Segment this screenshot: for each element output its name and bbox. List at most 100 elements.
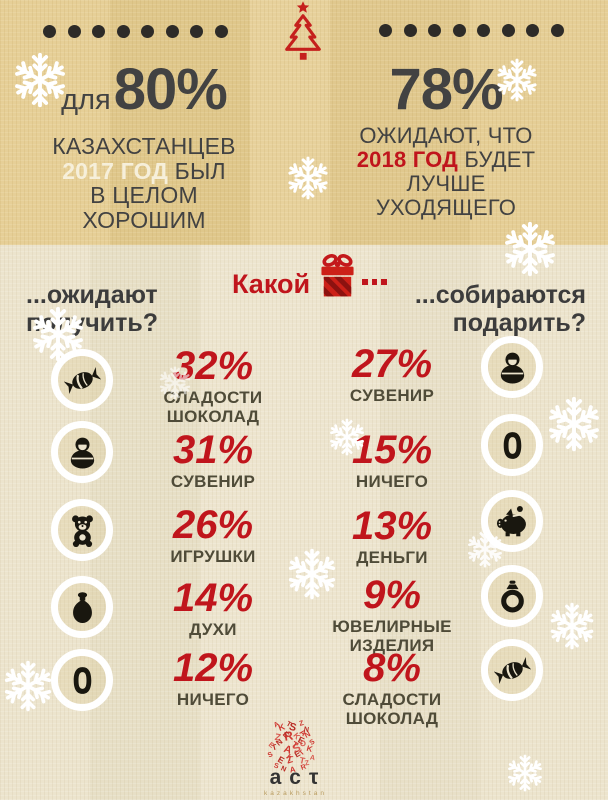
piggy-bank-icon-circle xyxy=(481,490,543,552)
zero-icon-circle xyxy=(51,649,113,711)
dot xyxy=(214,25,228,38)
svg-text:K: K xyxy=(291,731,302,741)
snowflake-icon xyxy=(547,396,601,452)
svg-text:S: S xyxy=(273,762,280,770)
piggy-bank-icon xyxy=(496,505,526,536)
zero-icon-circle xyxy=(481,414,543,476)
item-label: НИЧЕГО xyxy=(176,690,250,709)
stat-2017-value: 80% xyxy=(113,57,228,122)
item-label: СЛАДОСТИ xyxy=(163,388,263,407)
item-label: СУВЕНИР xyxy=(170,472,256,491)
receive-item-2: 31% СУВЕНИР xyxy=(118,428,308,491)
svg-text:A: A xyxy=(273,721,281,730)
act-logo-ball: K S A Z R E N T A S K E Z T A N R A S T … xyxy=(267,720,317,775)
perfume-bottle-icon xyxy=(72,591,92,623)
item-percent: 14% xyxy=(172,576,254,620)
receive-item-1: 32% СЛАДОСТИ ШОКОЛАД xyxy=(118,344,308,426)
item-label: СУВЕНИР xyxy=(349,386,435,405)
svg-text:S: S xyxy=(267,751,274,759)
act-logo-subtext: kazakhstan xyxy=(264,790,327,797)
dot xyxy=(67,25,81,38)
svg-text:A: A xyxy=(282,743,294,757)
stat-2018-line-rest: БУДЕТ xyxy=(464,147,536,172)
svg-text:T: T xyxy=(285,721,293,730)
question-word: Какой xyxy=(232,269,311,299)
item-percent: 12% xyxy=(172,646,254,690)
svg-text:T: T xyxy=(271,742,278,752)
svg-text:E: E xyxy=(293,749,302,759)
stat-2018: 78% ОЖИДАЮТ, ЧТО 2018 ГОД БУДЕТ ЛУЧШЕ УХ… xyxy=(324,60,568,220)
item-label: НИЧЕГО xyxy=(355,472,429,491)
item-percent: 32% xyxy=(172,344,254,388)
year-2018-highlight: 2018 ГОД xyxy=(356,147,459,172)
item-label: ДУХИ xyxy=(189,620,237,639)
item-percent: 27% xyxy=(351,342,433,386)
square-dot xyxy=(381,279,387,285)
svg-text:A: A xyxy=(289,765,296,775)
teddy-bear-icon xyxy=(71,514,93,547)
item-label: ШОКОЛАД xyxy=(166,407,260,426)
svg-text:K: K xyxy=(277,721,287,733)
stat-2017-headline: для80% xyxy=(22,60,266,130)
matryoshka-icon-circle xyxy=(51,421,113,483)
dot xyxy=(190,25,203,38)
give-header-line1: ...собираются xyxy=(414,281,586,309)
item-label: ДЕНЬГИ xyxy=(356,548,428,567)
dot xyxy=(43,25,56,38)
dots-row-left xyxy=(43,25,228,38)
give-item-5: 8% СЛАДОСТИ ШОКОЛАД xyxy=(297,646,487,728)
item-label: ШОКОЛАД xyxy=(345,709,439,728)
stat-2017: для80% КАЗАХСТАНЦЕВ 2017 ГОД БЫЛ В ЦЕЛОМ… xyxy=(22,60,266,232)
svg-text:E: E xyxy=(267,741,275,750)
act-logo-text: acτ xyxy=(269,766,327,789)
svg-text:K: K xyxy=(285,752,295,763)
gift-icon xyxy=(321,254,354,297)
perfume-bottle-icon-circle xyxy=(51,576,113,638)
ring-icon xyxy=(500,580,524,612)
square-dot xyxy=(371,279,377,285)
item-percent: 9% xyxy=(363,573,421,617)
item-label: ИГРУШКИ xyxy=(170,547,256,566)
svg-text:E: E xyxy=(276,754,286,766)
stat-2018-line: ЛУЧШЕ xyxy=(406,171,486,196)
svg-text:Z: Z xyxy=(285,754,294,766)
candy-icon-circle xyxy=(51,349,113,411)
svg-text:K: K xyxy=(306,744,314,754)
svg-text:A: A xyxy=(309,754,315,762)
stat-2017-line-rest: БЫЛ xyxy=(174,157,226,184)
dot xyxy=(550,24,564,37)
zero-icon xyxy=(73,666,91,694)
christmas-tree-icon xyxy=(285,1,321,60)
receive-header-line2: получить? xyxy=(26,309,158,337)
candy-icon xyxy=(63,366,101,394)
receive-item-3: 26% ИГРУШКИ xyxy=(118,505,308,566)
dots-row-right xyxy=(379,24,564,37)
matryoshka-icon xyxy=(500,352,524,383)
year-2017-highlight: 2017 ГОД xyxy=(62,157,169,184)
dot xyxy=(452,24,466,37)
top-section xyxy=(0,0,608,245)
item-label: ЮВЕЛИРНЫЕ xyxy=(332,617,452,636)
dot xyxy=(165,25,179,38)
dot xyxy=(501,24,515,37)
receive-header: ...ожидают получить? xyxy=(26,281,158,337)
stat-2018-line: ОЖИДАЮТ, ЧТО xyxy=(359,123,533,148)
item-percent: 31% xyxy=(172,428,254,472)
give-item-2: 15% НИЧЕГО xyxy=(297,430,487,491)
zero-icon xyxy=(503,431,521,459)
svg-text:N: N xyxy=(303,726,309,734)
svg-text:Z: Z xyxy=(304,760,310,768)
teddy-bear-icon-circle xyxy=(51,499,113,561)
stat-2017-line: ХОРОШИМ xyxy=(82,206,206,233)
dot xyxy=(403,24,417,37)
receive-header-line1: ...ожидают xyxy=(26,281,158,309)
item-label: ИЗДЕЛИЯ xyxy=(349,636,435,655)
dot xyxy=(428,24,441,37)
item-percent: 8% xyxy=(363,646,421,690)
dot xyxy=(141,25,154,38)
svg-text:S: S xyxy=(288,721,298,734)
svg-text:A: A xyxy=(298,728,308,739)
svg-text:E: E xyxy=(281,730,291,740)
stat-2017-line: В ЦЕЛОМ xyxy=(90,182,198,208)
